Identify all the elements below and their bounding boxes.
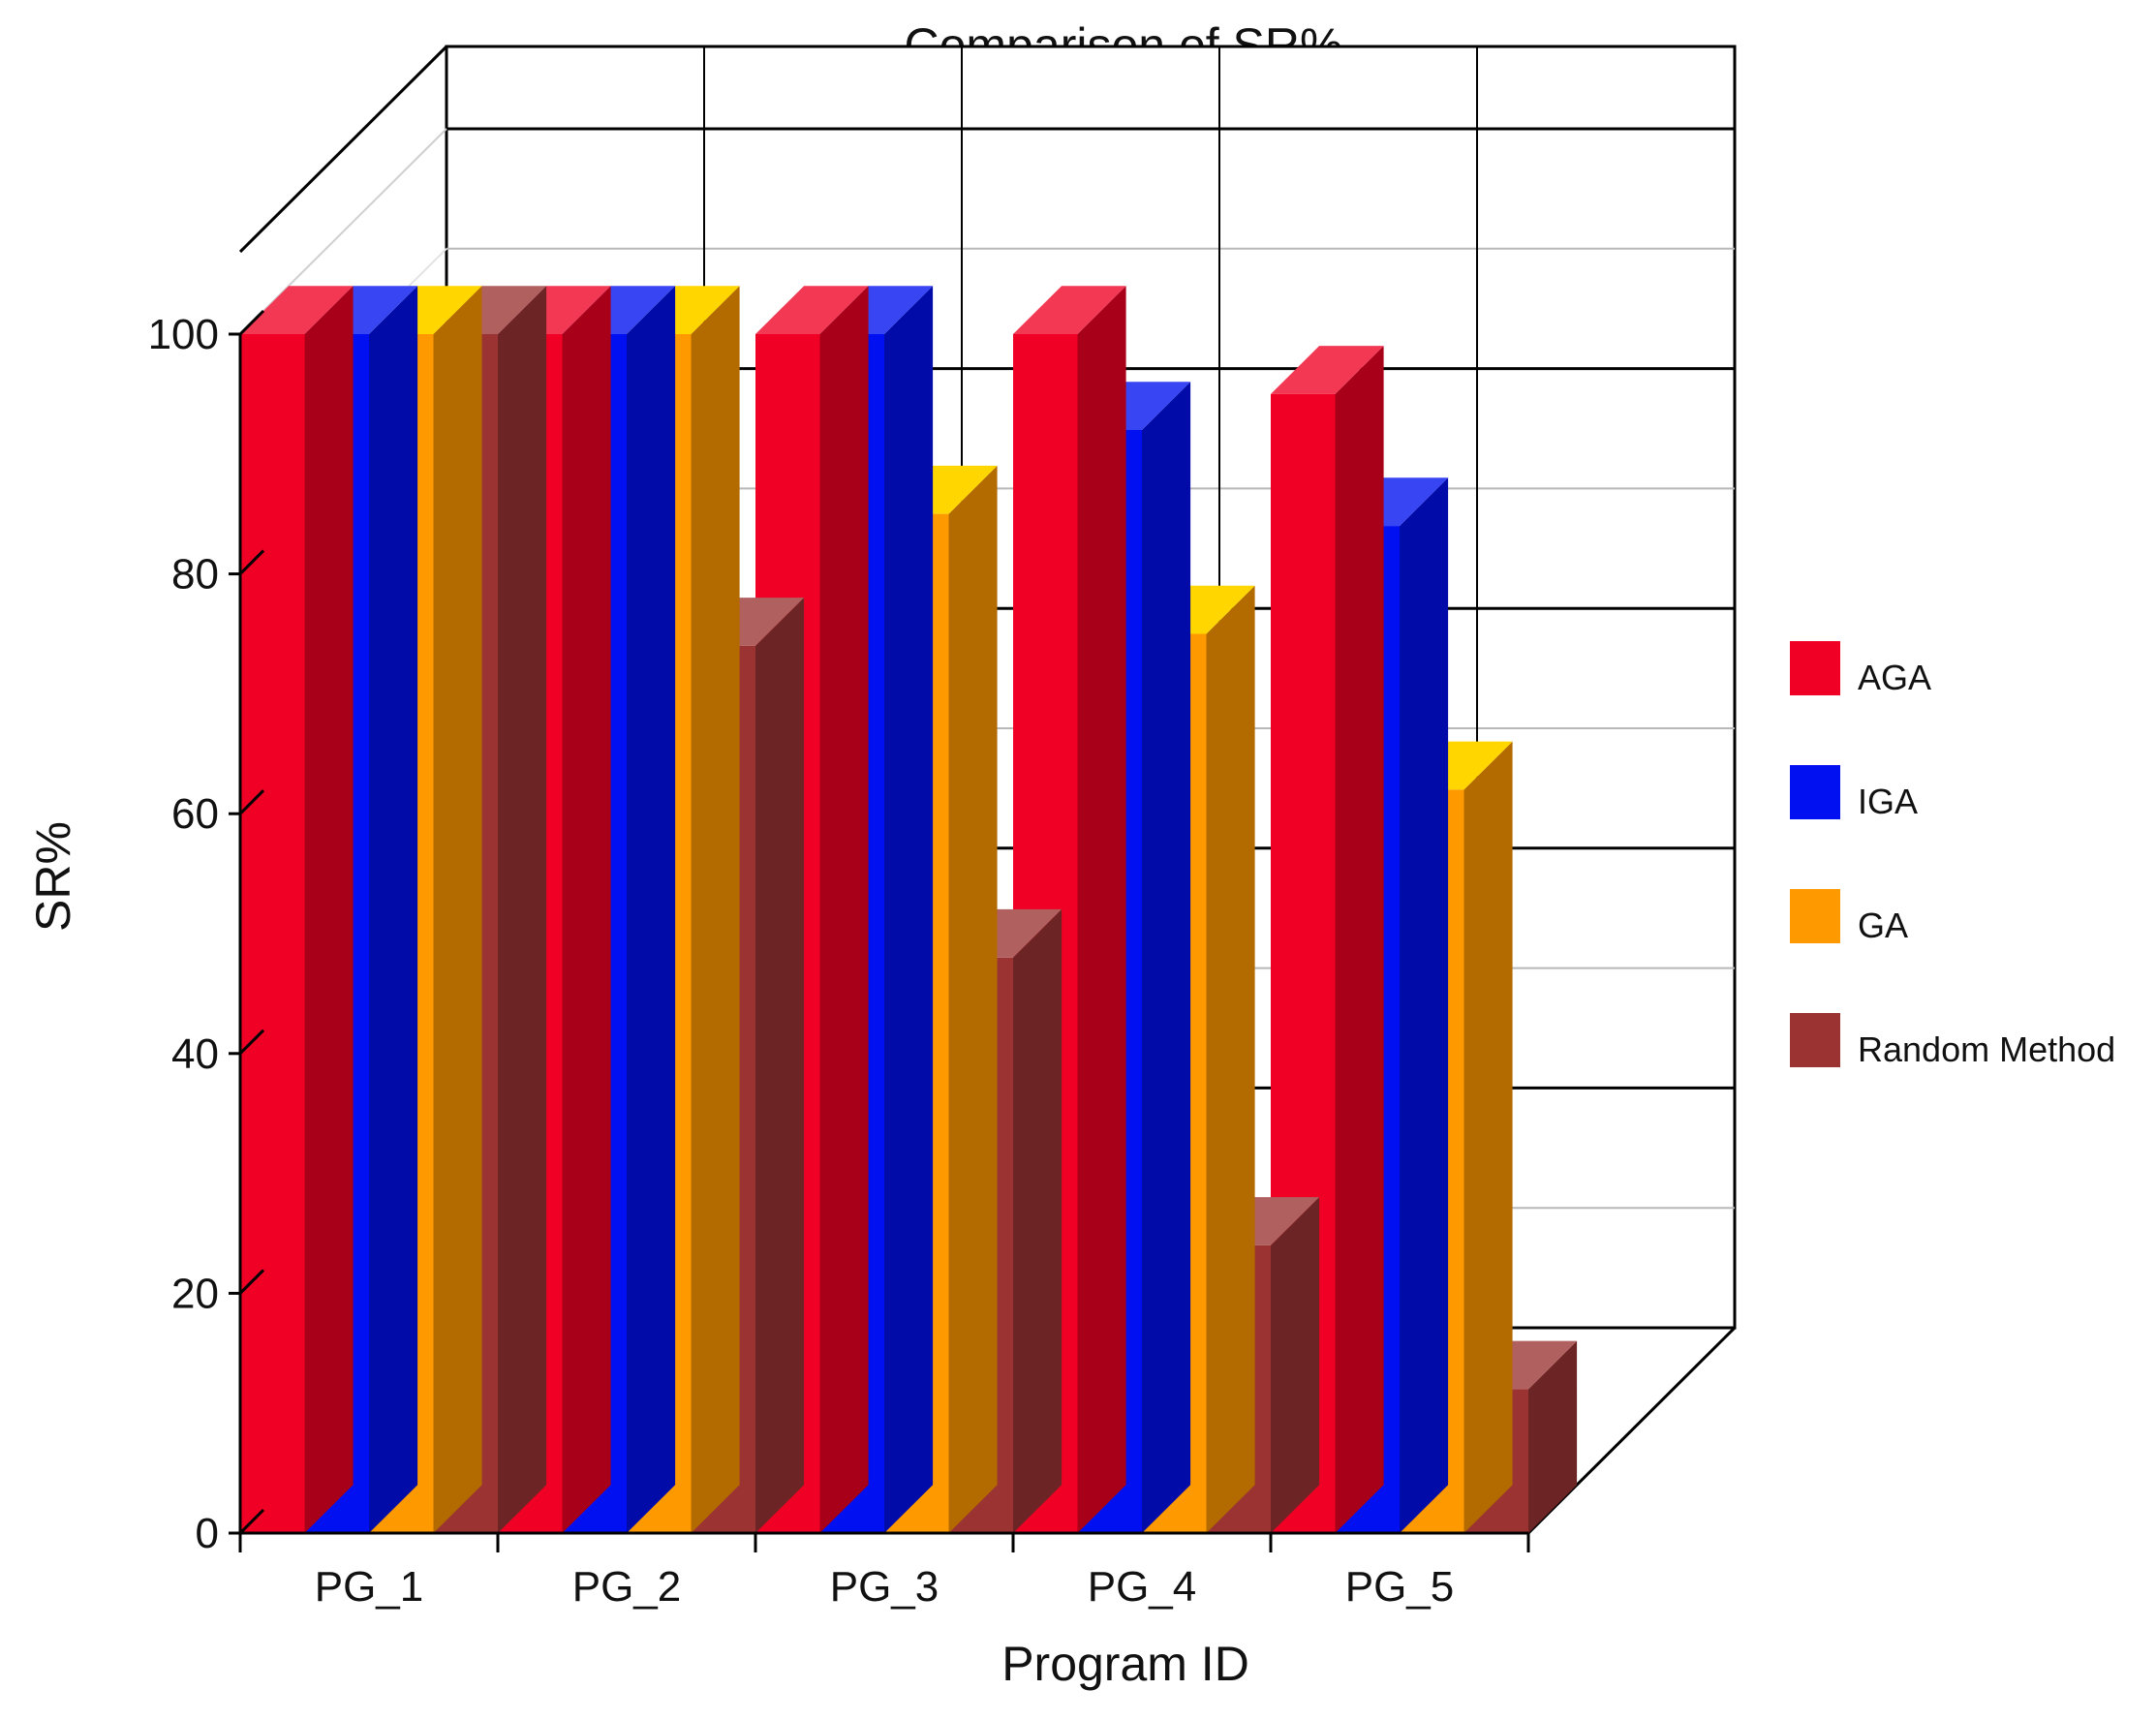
legend-label: AGA — [1858, 658, 1931, 697]
bar-top — [240, 286, 354, 334]
legend-item-random-method: Random Method — [1790, 1013, 2115, 1069]
left-wall-top-edge — [238, 45, 448, 254]
y-axis-title: SR% — [26, 821, 80, 932]
bars — [240, 286, 1578, 1534]
bar-top — [1271, 346, 1384, 394]
axes: 0 20 40 60 80 100 PG_1 PG_2 PG_3 PG_4 PG_5 — [148, 309, 1530, 1611]
y-tick-label: 0 — [196, 1510, 219, 1557]
legend-label: Random Method — [1858, 1029, 2115, 1069]
bar-side — [948, 465, 998, 1533]
x-tick-label: PG_1 — [315, 1563, 424, 1611]
bar-top — [1013, 286, 1126, 334]
legend-item-aga: AGA — [1790, 641, 1931, 697]
legend-swatch — [1790, 641, 1840, 695]
bar-side — [369, 286, 418, 1534]
bar-side — [433, 286, 482, 1534]
y-tick-label: 20 — [171, 1270, 219, 1317]
bar-side — [1077, 286, 1126, 1534]
bar-front — [240, 334, 305, 1533]
bar-side — [691, 286, 740, 1534]
legend-item-ga: GA — [1790, 889, 1908, 945]
bar-side — [627, 286, 676, 1534]
y-tick-depth — [238, 1269, 265, 1295]
bar-side — [304, 286, 354, 1534]
y-tick-label: 100 — [148, 311, 219, 358]
y-tick-label: 40 — [171, 1030, 219, 1078]
x-tick-label: PG_4 — [1088, 1563, 1197, 1611]
bar-side — [755, 598, 805, 1533]
bar-side — [498, 286, 547, 1534]
y-tick-depth — [238, 1029, 265, 1055]
bar-top — [755, 286, 869, 334]
bar-side — [1528, 1340, 1578, 1533]
bar-side — [1335, 346, 1384, 1534]
y-tick-label: 80 — [171, 551, 219, 599]
legend-label: GA — [1858, 906, 1908, 945]
bar-side — [884, 286, 934, 1534]
legend: AGA IGA GA Random Method — [1790, 641, 2115, 1069]
bar-aga-pg_1 — [240, 286, 354, 1534]
legend-swatch — [1790, 889, 1840, 943]
legend-item-iga: IGA — [1790, 765, 1918, 821]
bar-side — [1013, 908, 1063, 1533]
legend-swatch — [1790, 765, 1840, 819]
bar-side — [1400, 477, 1449, 1533]
bar-side — [562, 286, 611, 1534]
left-wall-gridline — [239, 128, 447, 335]
y-tick-depth — [238, 1508, 265, 1535]
y-tick-depth — [238, 549, 265, 575]
bar-side — [1142, 382, 1191, 1534]
legend-swatch — [1790, 1013, 1840, 1067]
x-tick-label: PG_2 — [572, 1563, 682, 1611]
y-tick-label: 60 — [171, 790, 219, 838]
x-axis-title: Program ID — [1001, 1637, 1249, 1691]
bar-side — [819, 286, 869, 1534]
bar-side — [1271, 1197, 1320, 1533]
y-tick-depth — [238, 789, 265, 815]
y-tick-depth — [238, 309, 265, 336]
x-tick-label: PG_5 — [1345, 1563, 1455, 1611]
x-tick-label: PG_3 — [830, 1563, 939, 1611]
bar-side — [1206, 585, 1255, 1533]
bar-side — [1463, 741, 1513, 1533]
legend-label: IGA — [1858, 782, 1918, 821]
